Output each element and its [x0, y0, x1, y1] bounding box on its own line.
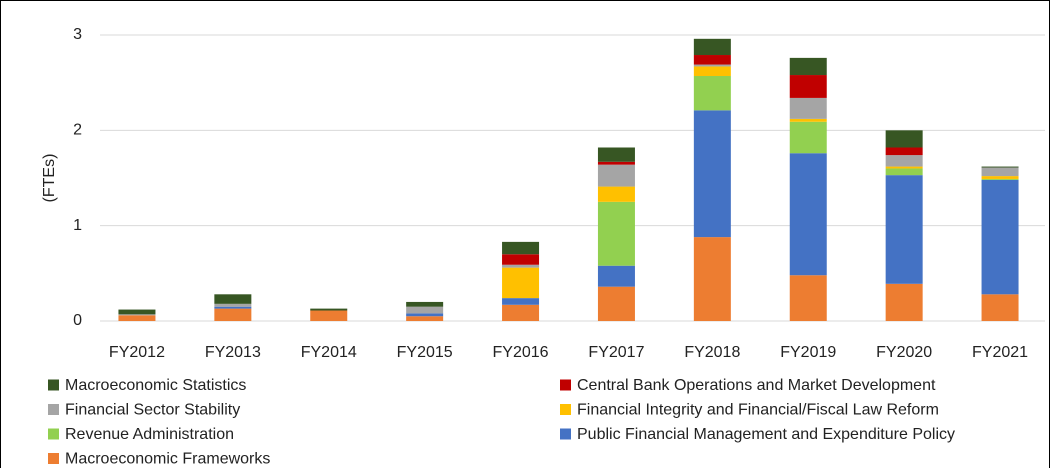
- y-tick-label: 3: [73, 26, 82, 43]
- bar-segment: [789, 57, 827, 76]
- x-tick-label: FY2020: [876, 344, 932, 361]
- bar-segment: [310, 310, 348, 321]
- legend-label: Revenue Administration: [65, 426, 234, 443]
- bar-segment: [981, 166, 1019, 168]
- bar-segment: [597, 186, 635, 202]
- bar-segment: [214, 303, 252, 307]
- bar-segment: [789, 275, 827, 321]
- x-tick-label: FY2014: [301, 344, 357, 361]
- legend-swatch: [48, 379, 59, 391]
- y-axis-label: (FTEs): [41, 154, 58, 203]
- y-tick-label: 2: [73, 122, 82, 139]
- bar-segment: [502, 304, 540, 321]
- bar-segment: [406, 306, 444, 314]
- bar-segment: [885, 155, 923, 167]
- bar-segment: [981, 176, 1019, 179]
- x-tick-label: FY2013: [205, 344, 261, 361]
- bar-segment: [214, 294, 252, 304]
- bar-segment: [789, 75, 827, 98]
- bar-segment: [693, 38, 731, 56]
- bar-segment: [981, 179, 1019, 295]
- bar-segment: [502, 241, 540, 255]
- legend-swatch: [560, 428, 571, 440]
- x-tick-label: FY2015: [397, 344, 453, 361]
- legend-label: Public Financial Management and Expendit…: [577, 426, 955, 443]
- bar-segment: [502, 298, 540, 305]
- bar-segment: [406, 313, 444, 317]
- bar-segment: [693, 55, 731, 65]
- legend-label: Macroeconomic Statistics: [65, 377, 246, 394]
- bar-segment: [981, 178, 1019, 180]
- x-tick-label: FY2017: [588, 344, 644, 361]
- bar-segment: [597, 265, 635, 287]
- bar-segment: [885, 283, 923, 321]
- bar-segment: [502, 254, 540, 265]
- legend-swatch: [48, 404, 59, 415]
- bar-segment: [502, 267, 540, 299]
- bar-segment: [118, 309, 156, 315]
- bar-segment: [693, 237, 731, 321]
- bar-segment: [981, 167, 1019, 177]
- bar-segment: [693, 66, 731, 76]
- bar-segment: [214, 308, 252, 321]
- bar-segment: [789, 153, 827, 276]
- bar-segment: [885, 130, 923, 148]
- bar-segment: [214, 306, 252, 309]
- y-tick-label: 0: [73, 312, 82, 329]
- bar-segment: [693, 64, 731, 67]
- bar-segment: [597, 164, 635, 187]
- legend-label: Macroeconomic Frameworks: [65, 451, 270, 468]
- legend-swatch: [48, 428, 59, 440]
- legend-label: Financial Sector Stability: [65, 402, 240, 419]
- x-tick-label: FY2021: [972, 344, 1028, 361]
- legend-label: Financial Integrity and Financial/Fiscal…: [577, 402, 939, 419]
- x-tick-label: FY2012: [109, 344, 165, 361]
- bar-segment: [597, 147, 635, 162]
- bar-segment: [789, 118, 827, 122]
- bar-segment: [406, 316, 444, 321]
- bar-segment: [597, 161, 635, 165]
- bar-segment: [885, 166, 923, 169]
- legend-swatch: [560, 404, 571, 415]
- bar-segment: [789, 121, 827, 154]
- bar-segment: [885, 147, 923, 156]
- bar-segment: [406, 301, 444, 307]
- bar-segment: [597, 201, 635, 266]
- bar-segment: [789, 97, 827, 119]
- y-tick-label: 1: [73, 217, 82, 234]
- bar-segment: [118, 315, 156, 321]
- bar-segment: [118, 314, 156, 316]
- legend-swatch: [48, 453, 59, 464]
- bar-segment: [597, 286, 635, 321]
- bar-segment: [885, 175, 923, 284]
- legend-label: Central Bank Operations and Market Devel…: [577, 377, 936, 394]
- bar-segment: [693, 75, 731, 111]
- x-tick-label: FY2016: [493, 344, 549, 361]
- bar-segment: [693, 110, 731, 238]
- bar-segment: [502, 264, 540, 268]
- bar-segment: [885, 168, 923, 176]
- x-tick-label: FY2018: [684, 344, 740, 361]
- legend-swatch: [560, 379, 571, 391]
- bar-segment: [310, 308, 348, 311]
- bar-segment: [981, 294, 1019, 321]
- x-tick-label: FY2019: [780, 344, 836, 361]
